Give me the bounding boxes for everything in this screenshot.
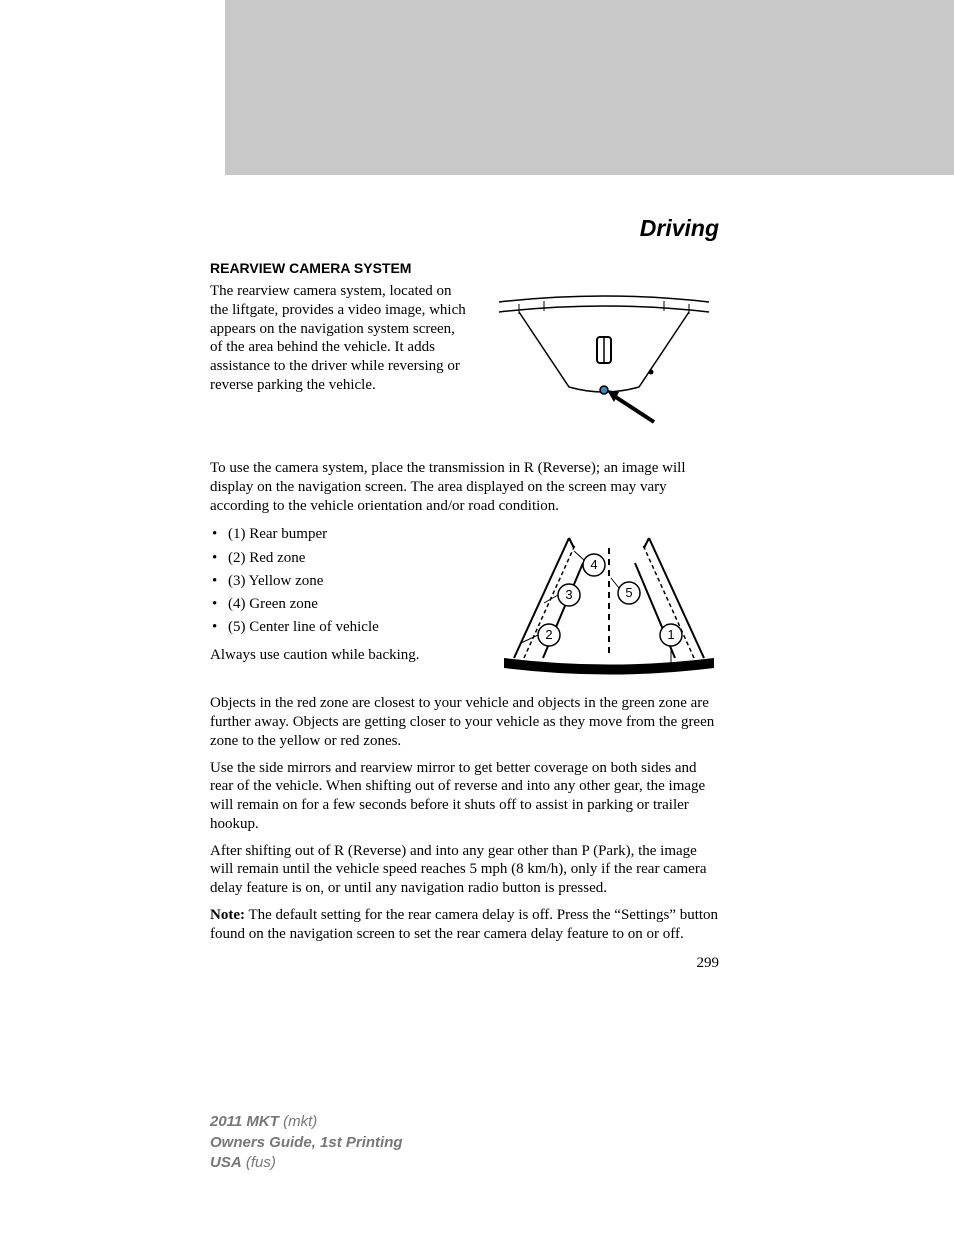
- footer-line3-rest: (fus): [242, 1154, 276, 1171]
- intro-text: The rearview camera system, located on t…: [210, 282, 469, 437]
- list-item: (5) Center line of vehicle: [210, 616, 479, 639]
- aftershift-paragraph: After shifting out of R (Reverse) and in…: [210, 842, 719, 898]
- redzone-paragraph: Objects in the red zone are closest to y…: [210, 694, 719, 750]
- sub-header: REARVIEW CAMERA SYSTEM: [210, 260, 719, 276]
- zones-diagram: 1 2 3 4 5: [499, 523, 719, 688]
- list-item: (1) Rear bumper: [210, 523, 479, 546]
- note-paragraph: Note: The default setting for the rear c…: [210, 906, 719, 944]
- zone-label-1: 1: [667, 627, 674, 642]
- zones-bullet-list: (1) Rear bumper (2) Red zone (3) Yellow …: [210, 523, 479, 639]
- list-item: (2) Red zone: [210, 547, 479, 570]
- page-content: Driving REARVIEW CAMERA SYSTEM The rearv…: [0, 175, 954, 992]
- page-footer: 2011 MKT (mkt) Owners Guide, 1st Printin…: [0, 992, 954, 1203]
- mirrors-paragraph: Use the side mirrors and rearview mirror…: [210, 759, 719, 834]
- zone-label-4: 4: [590, 557, 597, 572]
- howto-paragraph: To use the camera system, place the tran…: [210, 459, 719, 515]
- footer-model-bold: 2011 MKT: [210, 1113, 279, 1130]
- footer-line-1: 2011 MKT (mkt): [210, 1112, 954, 1132]
- footer-model-rest: (mkt): [279, 1113, 317, 1130]
- footer-line-3: USA (fus): [210, 1153, 954, 1173]
- note-label: Note:: [210, 907, 245, 923]
- section-header: Driving: [210, 215, 719, 242]
- footer-line3-bold: USA: [210, 1154, 242, 1171]
- footer-line-2: Owners Guide, 1st Printing: [210, 1133, 954, 1153]
- zone-label-5: 5: [625, 585, 632, 600]
- note-text: The default setting for the rear camera …: [210, 907, 718, 942]
- zone-label-3: 3: [565, 587, 572, 602]
- intro-block: The rearview camera system, located on t…: [210, 282, 719, 437]
- zones-block: (1) Rear bumper (2) Red zone (3) Yellow …: [210, 523, 719, 688]
- list-item: (3) Yellow zone: [210, 570, 479, 593]
- zones-left: (1) Rear bumper (2) Red zone (3) Yellow …: [210, 523, 479, 688]
- page-header-gray: [225, 0, 954, 175]
- page-number: 299: [210, 955, 719, 972]
- caution-text: Always use caution while backing.: [210, 646, 479, 665]
- zone-label-2: 2: [545, 627, 552, 642]
- list-item: (4) Green zone: [210, 593, 479, 616]
- liftgate-diagram: [489, 282, 719, 437]
